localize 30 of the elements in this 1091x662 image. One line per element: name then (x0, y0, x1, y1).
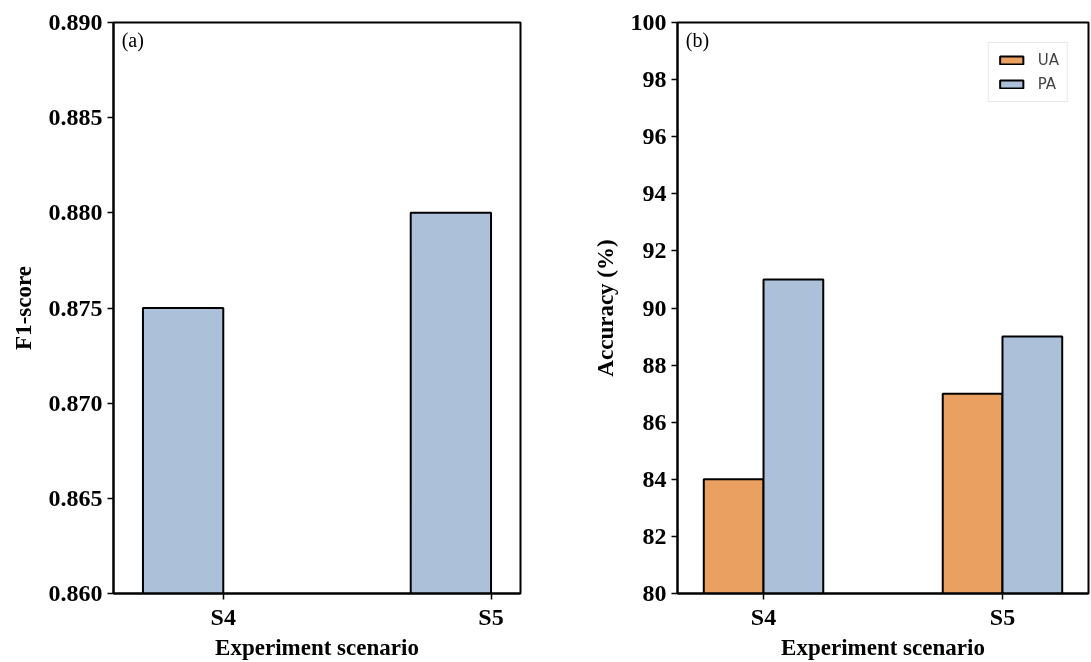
y-tick-label: 0.860 (48, 580, 103, 606)
y-axis-title: Accuracy (%) (592, 239, 618, 377)
y-tick-label: 100 (630, 9, 667, 35)
y-tick-label: 98 (642, 66, 667, 93)
y-tick-label: 90 (642, 294, 667, 321)
legend-label: UA (1037, 51, 1059, 69)
y-tick-label: 0.870 (48, 389, 103, 416)
y-tick-label: 0.890 (48, 9, 103, 35)
y-tick-label: 82 (642, 522, 667, 549)
x-tick-label: S5 (989, 603, 1016, 630)
x-tick-label: S4 (750, 603, 777, 630)
annotation: (b) (685, 29, 710, 53)
y-tick-label: 94 (642, 180, 667, 207)
x-axis-title: Experiment scenario (215, 634, 419, 660)
x-axis-title: Experiment scenario (781, 634, 985, 660)
x-tick-label: S5 (478, 603, 504, 630)
y-tick-label: 96 (642, 123, 667, 150)
y-tick-label: 80 (642, 580, 667, 606)
y-tick-label: 0.880 (48, 199, 103, 226)
y-tick-label: 0.865 (48, 484, 103, 511)
y-axis-title: F1-score (10, 266, 36, 350)
y-tick-label: 0.875 (48, 294, 103, 321)
y-tick-label: 92 (642, 237, 667, 264)
y-tick-label: 0.885 (48, 104, 103, 131)
legend-label: PA (1037, 75, 1058, 93)
y-tick-label: 86 (642, 408, 667, 435)
y-tick-label: 88 (642, 351, 667, 378)
x-tick-label: S4 (210, 603, 236, 630)
y-tick-label: 84 (642, 465, 667, 492)
annotation: (a) (121, 29, 144, 53)
